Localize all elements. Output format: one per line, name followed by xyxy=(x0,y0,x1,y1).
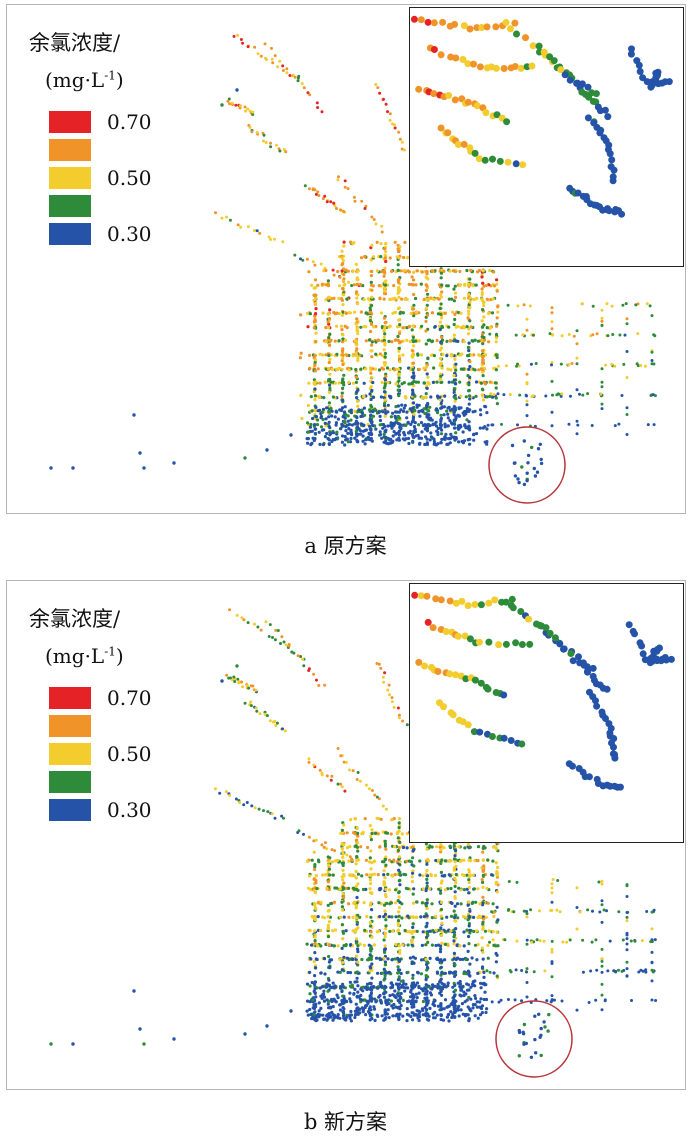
legend-swatch-green xyxy=(49,771,91,793)
legend-swatch-orange xyxy=(49,139,91,161)
legend-swatch-blue xyxy=(49,799,91,821)
legend-swatch-blue xyxy=(49,223,91,245)
legend-swatch-red xyxy=(49,111,91,133)
caption-new: b 新方案 xyxy=(303,1110,388,1134)
pipe-node-points xyxy=(49,608,658,1059)
legend-unit: (mg·L-1) xyxy=(45,68,124,92)
legend-swatch-green xyxy=(49,195,91,217)
inset-pipe-node-points xyxy=(411,591,675,791)
network-map-new xyxy=(49,608,658,1078)
map-panel-original: 余氯浓度/ (mg·L-1) 0.70 0.50 0.30 xyxy=(6,4,686,514)
legend-swatch-orange xyxy=(49,715,91,737)
caption-original: a 原方案 xyxy=(304,534,387,558)
inset-pipe-node-points xyxy=(410,15,673,218)
legend-swatch-yellow xyxy=(49,743,91,765)
zoom-inset-original xyxy=(409,7,684,267)
legend-unit: (mg·L-1) xyxy=(45,644,124,668)
legend-swatch-yellow xyxy=(49,167,91,189)
legend-title: 余氯浓度/ xyxy=(29,607,121,631)
map-panel-new: 余氯浓度/ (mg·L-1) 0.70 0.50 0.30 xyxy=(6,580,686,1090)
legend-title: 余氯浓度/ xyxy=(29,31,121,55)
highlight-circle xyxy=(488,426,566,504)
legend-swatch-red xyxy=(49,687,91,709)
zoom-inset-new xyxy=(409,583,684,843)
highlight-circle xyxy=(495,1000,573,1078)
